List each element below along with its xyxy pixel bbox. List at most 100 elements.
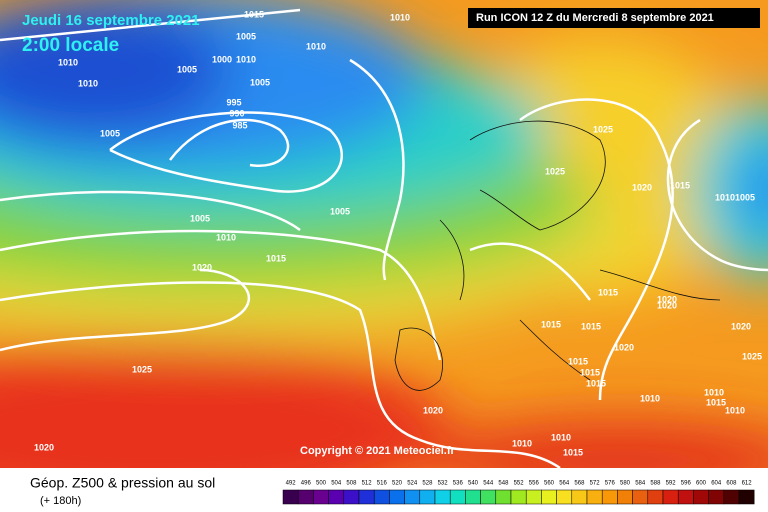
scale-label: 500 — [316, 481, 327, 487]
scale-label: 556 — [529, 481, 540, 487]
scale-swatch — [647, 489, 664, 505]
scale-swatch — [480, 489, 497, 505]
isobar-labels: 1010101510051010101010051005101010101005… — [34, 9, 762, 457]
isobar-label: 1020 — [657, 300, 677, 310]
isobars — [0, 8, 768, 468]
scale-label: 512 — [362, 481, 373, 487]
scale-swatch — [617, 489, 633, 505]
isobar-label: 1015 — [541, 319, 561, 329]
isobar-label: 1015 — [563, 447, 583, 457]
scale-label: 548 — [498, 481, 509, 487]
scale-label: 520 — [392, 481, 403, 487]
isobar-label: 1010 — [725, 405, 745, 415]
isobar-label: 1010 — [640, 393, 660, 403]
isobar-label: 1005 — [177, 64, 197, 74]
scale-label: 592 — [666, 481, 677, 487]
scale-swatch — [510, 489, 527, 505]
scale-swatch — [373, 489, 390, 505]
isobar-label: 1005 — [100, 128, 120, 138]
scale-swatch — [541, 489, 557, 505]
scale-label: 544 — [483, 481, 494, 487]
isobar-label: 1010 — [216, 232, 236, 242]
scale-swatch — [693, 489, 709, 505]
isobar-label: 1010 — [704, 387, 724, 397]
copyright: Copyright © 2021 Meteociel.fr — [300, 445, 456, 457]
color-scale: 492 496 500 504 508 512 516 520 524 528 532 536 540 5… — [282, 481, 755, 505]
isobar-label: 1015 — [568, 356, 588, 366]
isobar-label: 1010 — [306, 41, 326, 51]
scale-label: 584 — [635, 481, 646, 487]
scale-swatch — [586, 489, 603, 505]
coastlines — [394, 120, 721, 391]
run: Run ICON 12 Z du Mercredi 8 septembre 20… — [476, 12, 714, 24]
scale-swatch — [465, 489, 481, 505]
isobar-label: 1020 — [657, 294, 677, 304]
scale-swatch — [571, 489, 588, 505]
scale-swatch — [328, 489, 345, 505]
scale-swatch — [738, 489, 755, 505]
isobar-label: 1005 — [190, 213, 210, 223]
isobar-label: 1005 — [236, 31, 256, 41]
scale-label: 532 — [438, 481, 449, 487]
scale-swatch — [449, 489, 466, 505]
scale-label: 536 — [453, 481, 464, 487]
isobar-label: 1010 — [78, 78, 98, 88]
scale-label: 568 — [574, 481, 585, 487]
scale-swatch — [282, 489, 299, 505]
scale-swatch — [495, 489, 512, 505]
scale-swatch — [525, 489, 542, 505]
isobar-label: 1025 — [545, 166, 565, 176]
isobar-label: 1015 — [586, 378, 606, 388]
isobar-label: 1010 — [390, 12, 410, 22]
isobar-label: 1025 — [742, 351, 762, 361]
scale-swatch — [601, 489, 618, 505]
scale-label: 528 — [422, 481, 433, 487]
scale-label: 588 — [650, 481, 661, 487]
scale-label: 492 — [286, 481, 297, 487]
scale-label: 508 — [346, 481, 357, 487]
scale-swatch — [556, 489, 573, 505]
isobar-label: 1015 — [598, 287, 618, 297]
isobar-label: 1020 — [731, 321, 751, 331]
isobar-label: 1020 — [632, 182, 652, 192]
scale-swatch — [662, 489, 679, 505]
scale-swatch — [297, 489, 314, 505]
scale-swatch — [404, 489, 421, 505]
isobar-label: 1020 — [614, 342, 634, 352]
scale-swatch — [389, 489, 405, 505]
isobar-label: 1010 — [551, 432, 571, 442]
scale-label: 516 — [377, 481, 388, 487]
scale-label: 580 — [620, 481, 631, 487]
scale-swatch — [677, 489, 694, 505]
scale-label: 540 — [468, 481, 479, 487]
time: 2:00 locale — [22, 35, 119, 56]
date: Jeudi 16 septembre 2021 — [22, 12, 200, 29]
scale-label: 496 — [301, 481, 312, 487]
isobar-label: 1005 — [250, 77, 270, 87]
scale-label: 560 — [544, 481, 555, 487]
scale-swatch — [343, 489, 360, 505]
scale-label: 572 — [590, 481, 601, 487]
isobar-label: 10101005 — [715, 192, 755, 202]
isobar-label: 1010 — [236, 54, 256, 64]
scale-label: 604 — [711, 481, 722, 487]
scale-swatch — [434, 489, 451, 505]
isobar-label: 1015 — [581, 321, 601, 331]
isobar-label: 1020 — [423, 405, 443, 415]
isobar-label: 1020 — [34, 442, 54, 452]
scale-label: 524 — [407, 481, 418, 487]
isobar-label: 995 — [226, 97, 241, 107]
scale-label: 612 — [742, 481, 753, 487]
isobar-label: 1025 — [593, 124, 613, 134]
isobar-label: 1010 — [58, 57, 78, 67]
isobar-label: 985 — [232, 120, 247, 130]
isobar-label: 1020 — [192, 262, 212, 272]
isobar-label: 1015 — [244, 9, 264, 19]
footer-lead: (+ 180h) — [40, 495, 81, 507]
scale-swatch — [313, 489, 329, 505]
isobar-label: 1010 — [512, 438, 532, 448]
scale-swatch — [358, 489, 375, 505]
